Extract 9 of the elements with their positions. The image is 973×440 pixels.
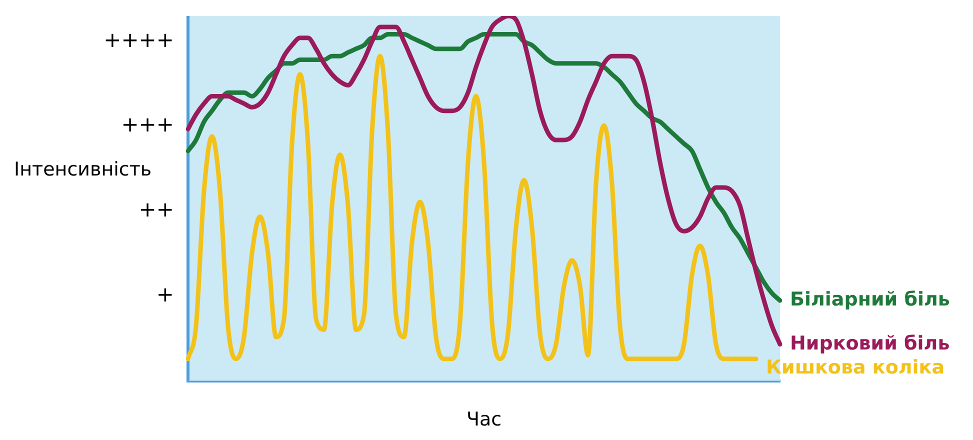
text: ++++	[104, 28, 174, 52]
text: ++	[138, 198, 174, 222]
y-axis-title: Інтенсивність	[14, 158, 152, 181]
text: +	[156, 282, 174, 306]
series-label: Нирковий біль	[790, 332, 950, 354]
x-axis-title: Час	[466, 408, 502, 431]
series-label: Кишкова коліка	[766, 356, 945, 378]
series-label: Біліарний біль	[790, 288, 950, 310]
text: +++	[121, 112, 174, 137]
